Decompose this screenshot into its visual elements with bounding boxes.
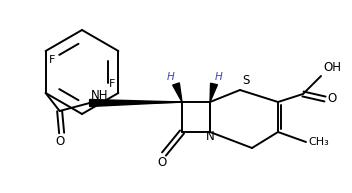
Text: CH₃: CH₃ xyxy=(308,137,329,147)
Polygon shape xyxy=(90,100,182,107)
Text: H: H xyxy=(215,72,223,82)
Text: O: O xyxy=(55,135,64,148)
Text: O: O xyxy=(327,92,336,106)
Text: F: F xyxy=(49,55,55,65)
Text: O: O xyxy=(157,156,166,169)
Text: OH: OH xyxy=(323,61,341,74)
Text: F: F xyxy=(109,79,115,89)
Text: H: H xyxy=(166,72,174,82)
Polygon shape xyxy=(210,83,218,102)
Text: N: N xyxy=(206,130,214,143)
Text: S: S xyxy=(242,74,249,87)
Text: NH: NH xyxy=(90,89,108,102)
Polygon shape xyxy=(173,83,182,102)
